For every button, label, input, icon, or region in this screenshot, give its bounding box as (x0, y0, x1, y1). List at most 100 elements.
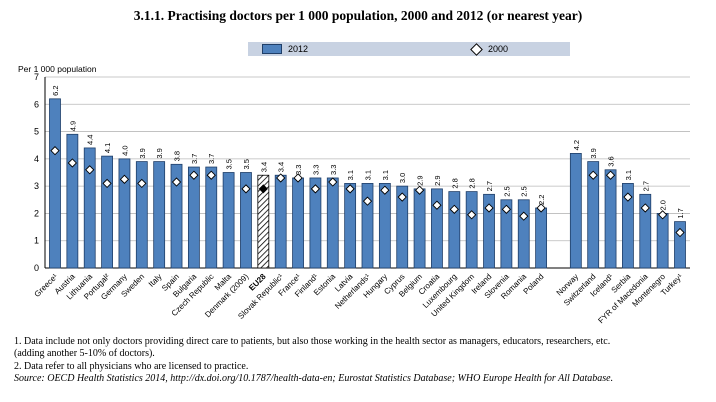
marker-2000 (467, 210, 477, 220)
marker-2000 (536, 203, 546, 213)
data-label: 3.9 (589, 148, 598, 158)
bar (587, 161, 600, 269)
bar (448, 191, 461, 269)
data-label: 2.2 (537, 195, 546, 205)
y-tick-label: 0 (34, 263, 39, 273)
bar (483, 193, 495, 269)
data-label: 3.5 (225, 159, 234, 169)
marker-2000 (50, 146, 60, 156)
data-label: 6.2 (51, 85, 60, 95)
bar (274, 174, 287, 269)
data-label: 2.9 (433, 175, 442, 185)
bar (517, 199, 530, 269)
notes: 1. Data include not only doctors providi… (14, 336, 704, 386)
bar (170, 163, 183, 269)
marker-2000 (102, 178, 112, 189)
data-label: 4.9 (68, 121, 77, 131)
x-tick-label: Greece¹ (33, 272, 60, 299)
data-label: 3.6 (607, 156, 616, 166)
bar (66, 133, 79, 269)
bar (240, 172, 252, 269)
legend-label-2012: 2012 (288, 44, 309, 54)
marker-2000 (276, 173, 286, 183)
marker-2000 (328, 177, 338, 187)
bar (135, 161, 148, 269)
bar (292, 177, 304, 269)
data-label: 3.4 (259, 162, 268, 172)
data-label: 2.8 (450, 178, 459, 188)
marker-2000 (258, 184, 268, 194)
marker-2000 (362, 196, 373, 206)
marker-2000 (449, 204, 459, 214)
bar (500, 199, 513, 269)
data-label: 3.9 (155, 148, 164, 158)
bar (344, 183, 357, 269)
y-tick-label: 7 (34, 72, 39, 82)
y-tick-label: 1 (34, 236, 39, 246)
marker-2000 (293, 173, 303, 183)
note-1-continued: (adding another 5-10% of doctors). (14, 348, 155, 360)
marker-2000 (119, 174, 130, 184)
bar (413, 188, 426, 269)
bar (83, 147, 96, 269)
marker-2000 (519, 211, 529, 221)
data-label: 3.7 (207, 154, 216, 164)
y-tick-label: 3 (34, 181, 39, 191)
marker-2000 (345, 184, 355, 194)
bar (656, 213, 669, 269)
legend-label-2000: 2000 (488, 44, 509, 54)
bar (622, 183, 634, 269)
bar (361, 183, 374, 269)
legend: 2012 2000 (248, 42, 570, 56)
marker-2000 (658, 210, 668, 220)
data-label: 3.3 (329, 165, 338, 175)
data-label: 3.9 (138, 148, 147, 158)
marker-2000 (397, 192, 407, 202)
data-label: 4.0 (120, 145, 129, 155)
legend-swatch-2012 (262, 44, 282, 54)
y-tick-label: 6 (34, 99, 39, 109)
y-tick-label: 5 (34, 127, 39, 137)
y-tick-label: 4 (34, 154, 39, 164)
marker-2000 (67, 158, 77, 168)
marker-2000 (640, 203, 650, 213)
data-label: 1.7 (676, 208, 685, 218)
y-tick-label: 2 (34, 208, 39, 218)
data-label: 2.7 (641, 181, 650, 191)
marker-2000 (623, 192, 633, 202)
bar (569, 153, 582, 269)
data-label: 4.2 (572, 140, 581, 150)
bar (187, 166, 200, 269)
bar-chart: 012345676.2Greece¹4.9Austria4.4Lithuania… (33, 72, 690, 325)
data-label: 3.3 (294, 165, 303, 175)
marker-2000 (484, 203, 494, 213)
bar (326, 177, 339, 269)
marker-2000 (310, 184, 321, 194)
data-label: 3.5 (242, 159, 251, 169)
data-label: 3.8 (173, 151, 182, 161)
data-label: 3.3 (311, 165, 320, 175)
note-2: 2. Data refer to all physicians who are … (14, 360, 249, 372)
marker-2000 (675, 227, 685, 238)
data-label: 2.8 (468, 178, 477, 188)
data-label: 3.7 (190, 154, 199, 164)
bar (118, 158, 131, 269)
marker-2000 (189, 170, 199, 180)
bar (604, 169, 617, 269)
bar (101, 155, 113, 269)
bar (257, 174, 270, 269)
data-label: 2.5 (520, 186, 529, 196)
data-label: 3.1 (624, 170, 633, 180)
marker-2000 (85, 165, 95, 175)
legend-swatch-2000 (470, 43, 483, 56)
bar (431, 188, 443, 269)
bar (49, 98, 61, 269)
data-label: 2.5 (502, 186, 511, 196)
bar (396, 185, 409, 269)
bar (205, 166, 218, 269)
data-label: 3.0 (398, 173, 407, 183)
data-label: 3.1 (364, 170, 373, 180)
note-1: 1. Data include not only doctors providi… (14, 336, 611, 347)
marker-2000 (380, 185, 390, 195)
